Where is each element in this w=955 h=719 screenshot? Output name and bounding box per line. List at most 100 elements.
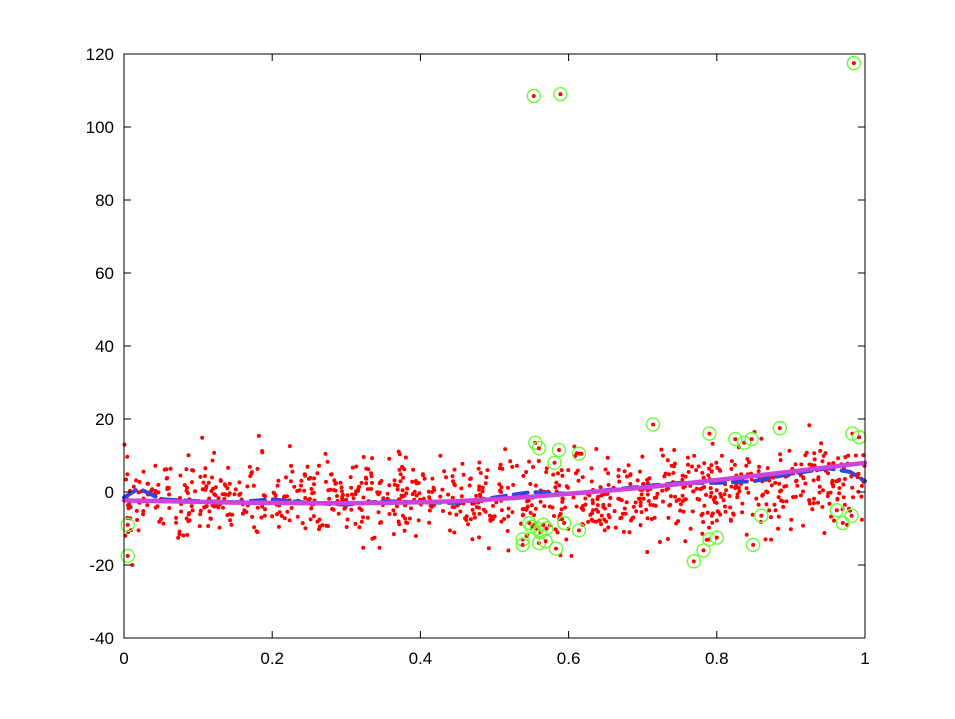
scatter-point — [732, 462, 737, 467]
scatter-point — [216, 496, 221, 501]
scatter-point — [583, 502, 588, 507]
scatter-point — [714, 488, 719, 493]
outlier-marker — [522, 515, 537, 531]
scatter-point — [288, 479, 293, 484]
scatter-point — [788, 527, 793, 532]
scatter-point — [184, 488, 189, 493]
scatter-point — [661, 499, 665, 504]
scatter-point — [744, 486, 749, 491]
scatter-point — [197, 524, 202, 529]
scatter-point — [440, 487, 445, 492]
scatter-point — [709, 469, 714, 474]
scatter-point — [680, 477, 685, 482]
scatter-point — [773, 480, 778, 485]
scatter-point — [692, 453, 697, 458]
scatter-point — [559, 507, 564, 512]
scatter-point — [555, 530, 560, 535]
scatter-point — [719, 453, 724, 458]
scatter-point — [365, 487, 370, 492]
scatter-point — [480, 485, 485, 490]
scatter-point — [830, 478, 835, 483]
scatter-point — [400, 513, 405, 518]
outlier-marker — [829, 503, 845, 518]
scatter-point — [625, 474, 629, 479]
scatter-point — [729, 467, 734, 471]
scatter-point — [421, 496, 426, 501]
scatter-point — [697, 497, 702, 502]
scatter-point — [740, 501, 745, 506]
scatter-point — [723, 509, 728, 514]
scatter-point — [233, 487, 238, 492]
scatter-point — [348, 475, 353, 480]
scatter-point — [581, 507, 586, 512]
scatter-point — [633, 500, 638, 505]
scatter-point — [683, 497, 688, 502]
scatter-point — [227, 512, 232, 517]
scatter-point — [710, 520, 715, 525]
scatter-point — [161, 521, 166, 526]
scatter-point — [781, 504, 786, 509]
scatter-point — [411, 467, 416, 472]
scatter-point — [177, 532, 182, 537]
scatter-point — [782, 484, 787, 489]
scatter-point — [376, 510, 381, 515]
scatter-point — [167, 492, 172, 497]
scatter-point — [638, 500, 643, 505]
scatter-point — [474, 493, 479, 498]
scatter-point — [789, 517, 794, 522]
scatter-point — [787, 448, 792, 453]
scatter-point — [533, 506, 538, 511]
scatter-point — [168, 466, 173, 471]
scatter-point — [850, 485, 855, 490]
scatter-point — [727, 494, 732, 498]
outlier-point — [536, 446, 541, 451]
scatter-point — [619, 515, 624, 520]
scatter-point — [729, 459, 734, 464]
scatter-point — [608, 496, 613, 500]
scatter-point — [364, 476, 369, 481]
scatter-point — [498, 462, 503, 467]
scatter-point — [842, 502, 847, 507]
scatter-point — [276, 478, 281, 483]
scatter-point — [438, 494, 443, 499]
scatter-point — [744, 463, 749, 468]
scatter-point — [634, 509, 639, 514]
scatter-point — [156, 482, 161, 487]
scatter-point — [672, 448, 677, 452]
scatter-point — [728, 505, 733, 510]
scatter-point — [803, 481, 808, 486]
scatter-point — [309, 487, 314, 491]
outlier-ring — [120, 548, 135, 564]
scatter-point — [583, 496, 588, 501]
scatter-point — [690, 464, 694, 469]
scatter-point — [458, 509, 463, 514]
scatter-point — [468, 517, 473, 522]
scatter-point — [638, 496, 642, 501]
y-tick-label: 100 — [86, 118, 114, 137]
scatter-point — [816, 477, 821, 482]
y-tick-label: -20 — [89, 556, 114, 575]
scatter-point — [712, 500, 717, 505]
scatter-point — [560, 473, 565, 478]
outlier-point — [544, 526, 549, 531]
scatter-point — [718, 491, 723, 496]
scatter-point — [817, 484, 822, 489]
outlier-marker — [745, 537, 761, 553]
scatter-point — [448, 528, 452, 533]
scatter-point — [176, 535, 181, 540]
scatter-point — [399, 493, 404, 498]
scatter-point — [674, 498, 679, 503]
scatter-point — [536, 459, 541, 463]
outlier-ring — [702, 532, 717, 547]
scatter-point — [430, 490, 435, 494]
scatter-point — [654, 495, 659, 500]
scatter-point — [590, 498, 595, 503]
scatter-point — [768, 515, 773, 520]
scatter-point — [589, 466, 594, 471]
scatter-point — [832, 518, 836, 523]
scatter-point — [203, 466, 208, 471]
scatter-point — [174, 520, 179, 525]
x-tick-label: 0.6 — [557, 649, 581, 668]
scatter-point — [472, 515, 477, 520]
scatter-point — [404, 491, 409, 496]
